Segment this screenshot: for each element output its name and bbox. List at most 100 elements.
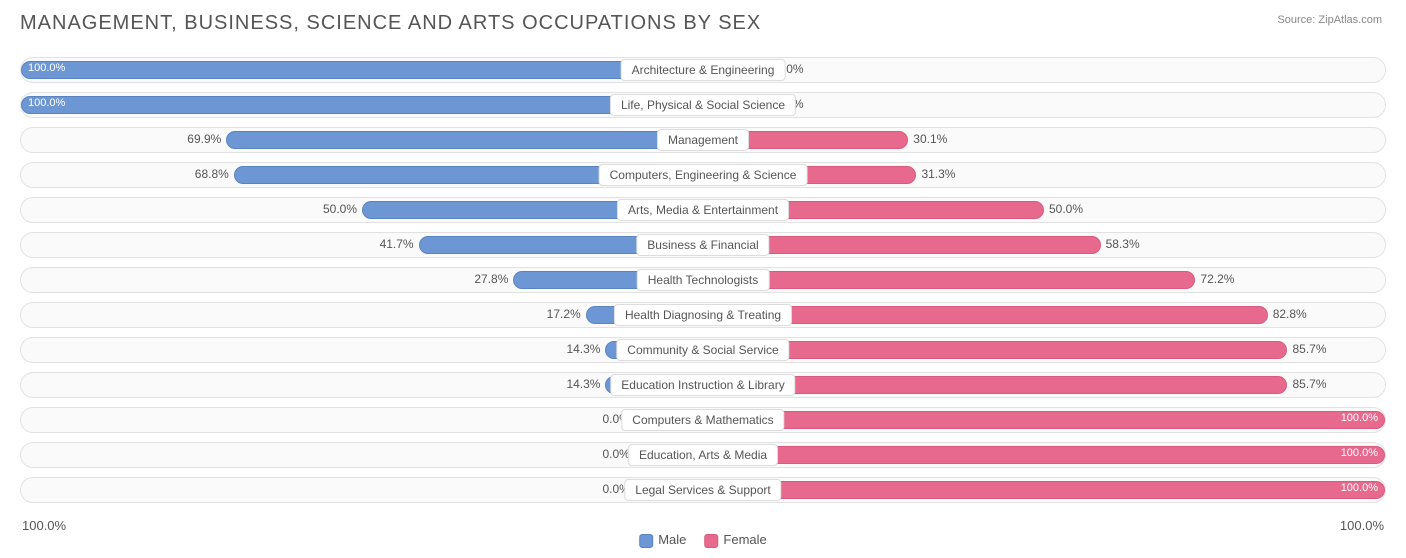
female-value-label: 72.2%	[1200, 272, 1234, 286]
female-half: 58.3%	[703, 233, 1385, 257]
female-value-label: 58.3%	[1106, 237, 1140, 251]
female-half: 50.0%	[703, 198, 1385, 222]
female-bar: 72.2%	[703, 271, 1195, 289]
category-label: Life, Physical & Social Science	[610, 94, 796, 116]
male-bar: 69.9%	[226, 131, 703, 149]
male-value-label: 14.3%	[566, 377, 600, 391]
legend-female: Female	[704, 532, 766, 548]
male-value-label: 69.9%	[187, 132, 221, 146]
female-half: 82.8%	[703, 303, 1385, 327]
source-name: ZipAtlas.com	[1318, 14, 1382, 26]
category-label: Community & Social Service	[616, 339, 789, 361]
bar-track: 69.9% 30.1% Management	[20, 127, 1386, 153]
female-half: 30.1%	[703, 128, 1385, 152]
category-label: Health Diagnosing & Treating	[614, 304, 792, 326]
male-value-label: 27.8%	[474, 272, 508, 286]
male-value-label: 17.2%	[547, 307, 581, 321]
chart-row: 100.0%0.0%Life, Physical & Social Scienc…	[20, 88, 1386, 122]
female-value-label: 100.0%	[1341, 447, 1378, 459]
female-value-label: 85.7%	[1292, 377, 1326, 391]
category-label: Architecture & Engineering	[621, 59, 786, 81]
bar-track: 17.2% 82.8% Health Diagnosing & Treating	[20, 302, 1386, 328]
chart-row: 0.0%100.0%Computers & Mathematics	[20, 403, 1386, 437]
source-attribution: Source: ZipAtlas.com	[1277, 14, 1382, 26]
female-value-label: 100.0%	[1341, 482, 1378, 494]
female-half: 0.0%	[703, 58, 1385, 82]
source-label: Source:	[1277, 14, 1315, 26]
male-value-label: 0.0%	[602, 447, 629, 461]
bar-track: 14.3%85.7%Community & Social Service	[20, 337, 1386, 363]
chart-row: 0.0% 100.0% Education, Arts & Media	[20, 438, 1386, 472]
bar-track: 50.0% 50.0% Arts, Media & Entertainment	[20, 197, 1386, 223]
category-label: Computers, Engineering & Science	[599, 164, 808, 186]
chart-area: 100.0%0.0%Architecture & Engineering100.…	[20, 47, 1386, 514]
male-half: 69.9%	[21, 128, 703, 152]
male-value-label: 50.0%	[323, 202, 357, 216]
female-value-label: 30.1%	[913, 132, 947, 146]
chart-title: MANAGEMENT, BUSINESS, SCIENCE AND ARTS O…	[20, 12, 1386, 35]
male-value-label: 100.0%	[28, 62, 65, 74]
female-bar: 100.0%	[703, 411, 1385, 429]
male-bar: 100.0%	[21, 61, 703, 79]
chart-row: 0.0%100.0%Legal Services & Support	[20, 473, 1386, 507]
female-bar: 100.0%	[703, 446, 1385, 464]
bar-track: 41.7% 58.3% Business & Financial	[20, 232, 1386, 258]
male-bar: 100.0%	[21, 96, 703, 114]
male-half: 14.3%	[21, 338, 703, 362]
chart-row: 69.9% 30.1% Management	[20, 123, 1386, 157]
bar-track: 100.0% 0.0%Architecture & Engineering	[20, 57, 1386, 83]
legend-male: Male	[639, 532, 686, 548]
chart-row: 41.7% 58.3% Business & Financial	[20, 228, 1386, 262]
female-half: 85.7%	[703, 338, 1385, 362]
bar-track: 0.0% 100.0% Education, Arts & Media	[20, 442, 1386, 468]
category-label: Business & Financial	[636, 234, 769, 256]
bar-track: 68.8% 31.3% Computers, Engineering & Scien…	[20, 162, 1386, 188]
chart-row: 50.0% 50.0% Arts, Media & Entertainment	[20, 193, 1386, 227]
male-half: 50.0%	[21, 198, 703, 222]
bar-track: 100.0%0.0%Life, Physical & Social Scienc…	[20, 92, 1386, 118]
male-value-label: 100.0%	[28, 97, 65, 109]
category-label: Management	[657, 129, 749, 151]
category-label: Education, Arts & Media	[628, 444, 778, 466]
male-half: 27.8%	[21, 268, 703, 292]
female-value-label: 82.8%	[1273, 307, 1307, 321]
female-half: 85.7%	[703, 373, 1385, 397]
male-half: 17.2%	[21, 303, 703, 327]
female-half: 72.2%	[703, 268, 1385, 292]
chart-row: 27.8%72.2%Health Technologists	[20, 263, 1386, 297]
chart-row: 14.3%85.7%Community & Social Service	[20, 333, 1386, 367]
legend-female-label: Female	[723, 532, 766, 547]
male-swatch-icon	[639, 534, 653, 548]
chart-row: 68.8% 31.3% Computers, Engineering & Scien…	[20, 158, 1386, 192]
chart-row: 14.3% 85.7% Education Instruction & Librar…	[20, 368, 1386, 402]
male-value-label: 14.3%	[566, 342, 600, 356]
female-value-label: 31.3%	[921, 167, 955, 181]
female-bar: 85.7%	[703, 341, 1287, 359]
legend-male-label: Male	[658, 532, 686, 547]
female-value-label: 50.0%	[1049, 202, 1083, 216]
axis-right-label: 100.0%	[1340, 518, 1384, 533]
category-label: Arts, Media & Entertainment	[617, 199, 789, 221]
female-bar: 100.0%	[703, 481, 1385, 499]
male-value-label: 68.8%	[195, 167, 229, 181]
male-half: 100.0%	[21, 58, 703, 82]
bar-track: 0.0%100.0%Legal Services & Support	[20, 477, 1386, 503]
male-half: 0.0%	[21, 408, 703, 432]
legend: Male Female	[639, 532, 767, 548]
female-half: 100.0%	[703, 478, 1385, 502]
bar-track: 0.0%100.0%Computers & Mathematics	[20, 407, 1386, 433]
axis-left-label: 100.0%	[22, 518, 66, 533]
female-swatch-icon	[704, 534, 718, 548]
male-half: 14.3%	[21, 373, 703, 397]
bar-track: 14.3% 85.7% Education Instruction & Librar…	[20, 372, 1386, 398]
category-label: Health Technologists	[637, 269, 770, 291]
female-half: 100.0%	[703, 408, 1385, 432]
male-half: 41.7%	[21, 233, 703, 257]
category-label: Computers & Mathematics	[621, 409, 784, 431]
female-half: 100.0%	[703, 443, 1385, 467]
male-half: 0.0%	[21, 478, 703, 502]
x-axis: 100.0% 100.0%	[20, 514, 1386, 533]
male-value-label: 41.7%	[380, 237, 414, 251]
category-label: Education Instruction & Library	[610, 374, 795, 396]
female-value-label: 85.7%	[1292, 342, 1326, 356]
